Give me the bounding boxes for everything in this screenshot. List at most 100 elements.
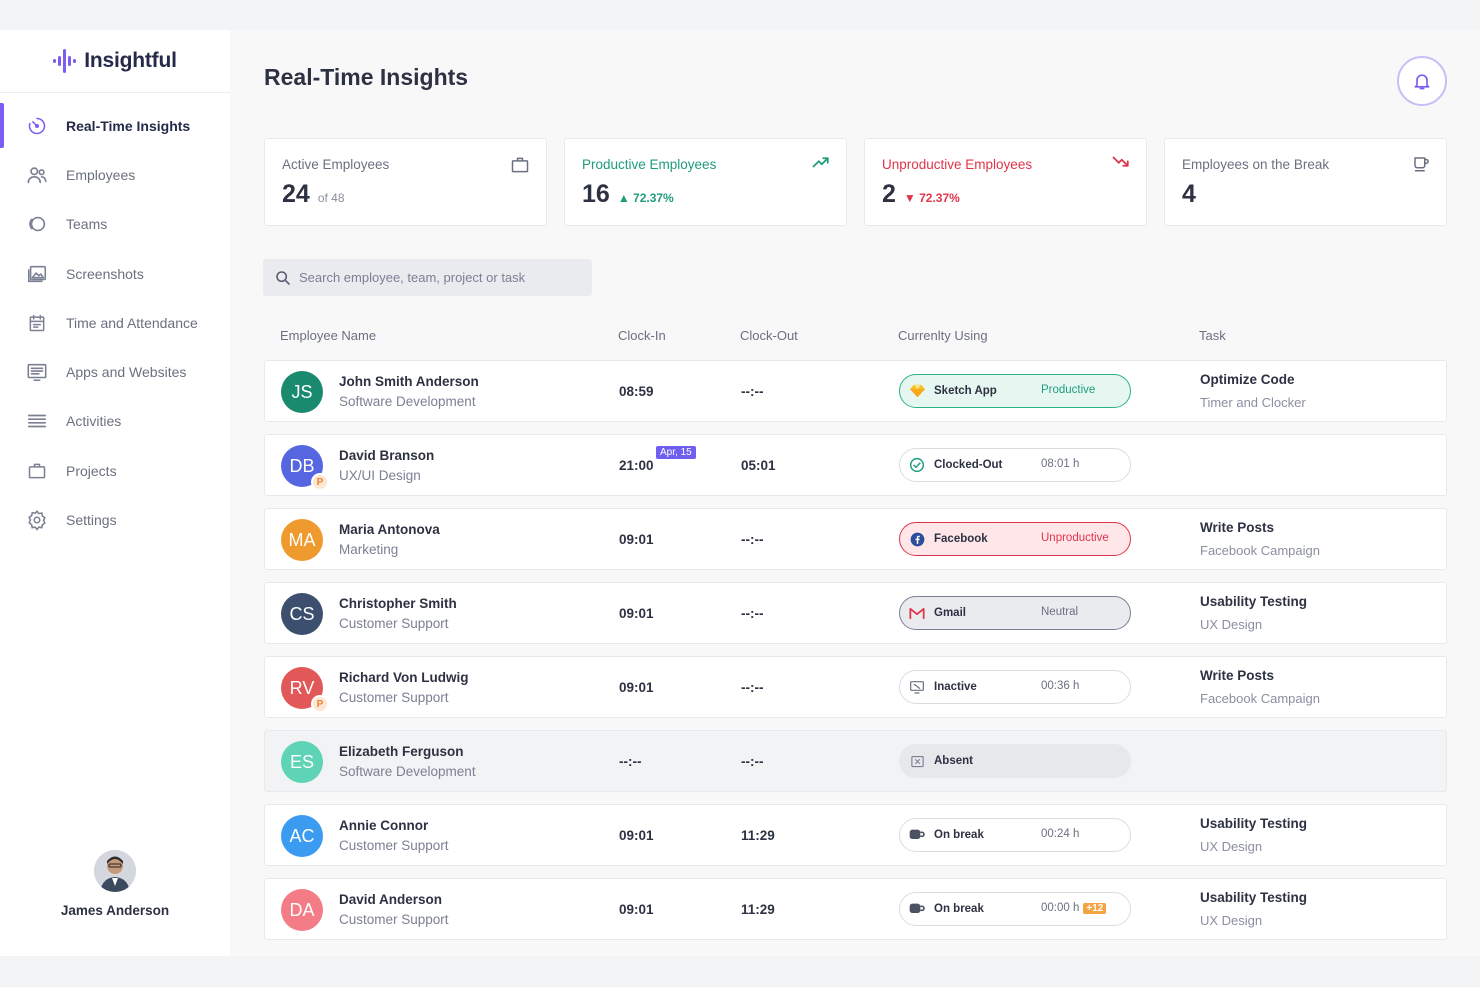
avatar[interactable]: ES [281, 741, 323, 783]
employee-name[interactable]: David Anderson [339, 892, 443, 907]
employee-name[interactable]: Elizabeth Ferguson [339, 744, 464, 759]
trend-up-icon [812, 155, 830, 174]
employee-name[interactable]: Annie Connor [339, 818, 429, 833]
table-row[interactable]: CS Christopher Smith Customer Support 09:01… [264, 582, 1447, 644]
table-row[interactable]: MA Maria Antonova Marketing 09:01 --:-- Faceb… [264, 508, 1447, 570]
employee-department: Customer Support [339, 912, 449, 927]
gmail-icon [909, 605, 925, 621]
using-status-wrap: Productive [1041, 384, 1095, 396]
avatar[interactable]: MA [281, 519, 323, 561]
avatar[interactable]: JS [281, 371, 323, 413]
sidebar-item-apps-and-websites[interactable]: Apps and Websites [0, 347, 230, 396]
task-title[interactable]: Usability Testing [1200, 816, 1308, 831]
table-row[interactable]: ES Elizabeth Ferguson Software Development… [264, 730, 1447, 792]
clock-out-time: 11:29 [741, 828, 775, 843]
sidebar-item-label: Activities [66, 413, 122, 430]
logo-mark-icon [53, 46, 77, 76]
stat-card-unproductive-employees[interactable]: Unproductive Employees 2 ▼ 72.37% [864, 138, 1147, 226]
break-cup-icon [909, 901, 925, 917]
column-employee-name[interactable]: Employee Name [280, 328, 377, 343]
table-row[interactable]: RV P Richard Von Ludwig Customer Support 09:… [264, 656, 1447, 718]
column-clock-in[interactable]: Clock-In [618, 328, 666, 343]
using-status: 00:36 h [1041, 680, 1080, 692]
sidebar-item-time-and-attendance[interactable]: Time and Attendance [0, 298, 230, 347]
task-project: UX Design [1200, 617, 1263, 632]
clock-out-time: 11:29 [741, 902, 775, 917]
task-title[interactable]: Usability Testing [1200, 594, 1308, 609]
table-row[interactable]: AC Annie Connor Customer Support 09:01 11:29… [264, 804, 1447, 866]
currently-using-pill[interactable]: Gmail Neutral [899, 596, 1131, 630]
employee-name[interactable]: Richard Von Ludwig [339, 670, 469, 685]
clock-in-time: 21:00 [619, 458, 654, 473]
stat-value: 16 [582, 180, 610, 208]
task-title[interactable]: Write Posts [1200, 520, 1275, 535]
employee-name[interactable]: David Branson [339, 448, 435, 463]
task-title[interactable]: Write Posts [1200, 668, 1275, 683]
employee-name[interactable]: Christopher Smith [339, 596, 457, 611]
employee-name[interactable]: Maria Antonova [339, 522, 440, 537]
using-label: Absent [934, 755, 973, 767]
gear-icon [25, 508, 49, 532]
using-status: 00:24 h [1041, 828, 1080, 840]
logo-text: Insightful [84, 49, 177, 72]
sidebar-item-label: Time and Attendance [66, 314, 198, 331]
sidebar-item-real-time-insights[interactable]: Real-Time Insights [0, 101, 230, 150]
column-task[interactable]: Task [1199, 328, 1226, 343]
stat-card-productive-employees[interactable]: Productive Employees 16 ▲ 72.37% [564, 138, 847, 226]
briefcase-icon [510, 155, 530, 180]
clock-out-time: --:-- [741, 532, 764, 547]
table-row[interactable]: DB P David Branson UX/UI Design 21:00 Apr, 15… [264, 434, 1447, 496]
table-row[interactable]: DA David Anderson Customer Support 09:01 11:… [264, 878, 1447, 940]
sidebar-item-activities[interactable]: Activities [0, 397, 230, 446]
stat-change: ▲ 72.37% [617, 191, 674, 205]
task-title[interactable]: Optimize Code [1200, 372, 1295, 387]
stat-sub: of 48 [317, 191, 345, 205]
using-status: Neutral [1041, 606, 1079, 618]
clock-out-time: --:-- [741, 754, 764, 769]
sidebar-item-screenshots[interactable]: Screenshots [0, 249, 230, 298]
calendar-icon [25, 311, 49, 335]
search-box[interactable] [263, 259, 592, 296]
facebook-icon [909, 531, 925, 547]
employee-department: Customer Support [339, 616, 449, 631]
currently-using-pill[interactable]: Inactive 00:36 h [899, 670, 1131, 704]
sidebar-item-projects[interactable]: Projects [0, 446, 230, 495]
avatar[interactable]: RV [281, 667, 323, 709]
currently-using-pill[interactable]: Clocked-Out 08:01 h [899, 448, 1131, 482]
using-status-wrap: 08:01 h [1041, 458, 1079, 470]
search-input[interactable] [299, 270, 579, 285]
currently-using-pill[interactable]: Absent [899, 744, 1131, 778]
stat-title: Unproductive Employees [882, 157, 1033, 172]
avatar[interactable]: CS [281, 593, 323, 635]
sidebar-item-teams[interactable]: Teams [0, 200, 230, 249]
currently-using-pill[interactable]: Sketch App Productive [899, 374, 1131, 408]
currently-using-pill[interactable]: Facebook Unproductive [899, 522, 1131, 556]
using-status-wrap: 00:36 h [1041, 680, 1079, 692]
current-user[interactable]: James Anderson [0, 850, 230, 918]
avatar[interactable]: AC [281, 815, 323, 857]
currently-using-pill[interactable]: On break 00:24 h [899, 818, 1131, 852]
column-clock-out[interactable]: Clock-Out [740, 328, 798, 343]
avatar[interactable]: DA [281, 889, 323, 931]
stat-value: 24 [282, 180, 310, 208]
logo[interactable]: Insightful [0, 30, 230, 93]
table-row[interactable]: JS John Smith Anderson Software Developmen… [264, 360, 1447, 422]
teams-icon [25, 212, 49, 236]
employee-department: Customer Support [339, 838, 449, 853]
employee-name[interactable]: John Smith Anderson [339, 374, 479, 389]
stat-card-active-employees[interactable]: Active Employees 24 of 48 [264, 138, 547, 226]
clock-out-time: --:-- [741, 680, 764, 695]
clock-in-time: 09:01 [619, 606, 654, 621]
column-currently-using[interactable]: Currenlty Using [898, 328, 988, 343]
currently-using-pill[interactable]: On break 00:00 h +12 [899, 892, 1131, 926]
search-icon [276, 270, 290, 285]
task-title[interactable]: Usability Testing [1200, 890, 1308, 905]
using-label: Facebook [934, 533, 988, 545]
stat-change: ▼ 72.37% [903, 191, 960, 205]
sidebar-item-settings[interactable]: Settings [0, 495, 230, 544]
sidebar-item-employees[interactable]: Employees [0, 150, 230, 199]
user-avatar[interactable] [94, 850, 136, 892]
notifications-button[interactable] [1397, 56, 1447, 106]
screenshots-icon [25, 262, 49, 286]
stat-card-employees-on-the-break[interactable]: Employees on the Break 4 [1164, 138, 1447, 226]
